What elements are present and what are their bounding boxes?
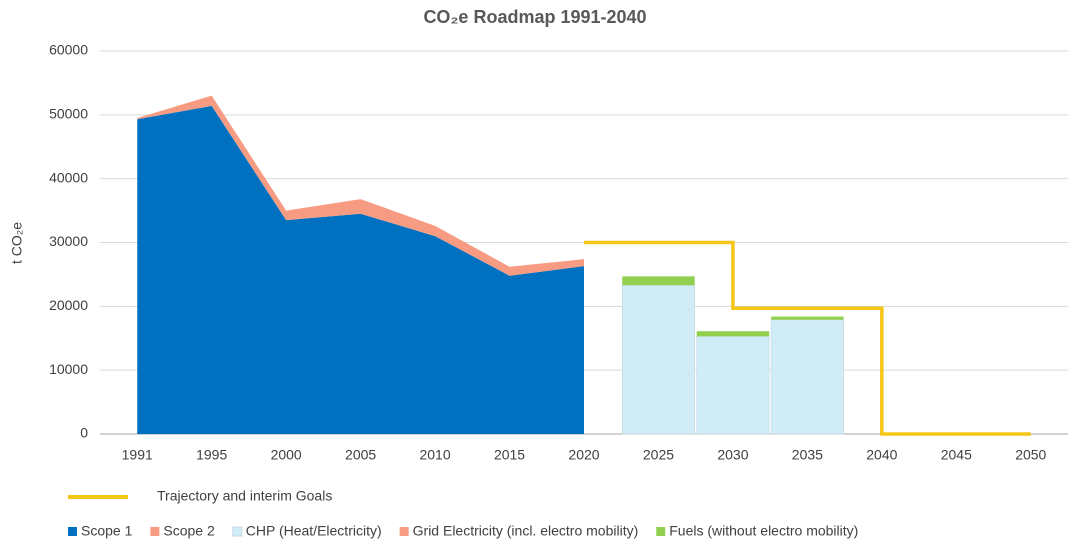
area (137, 105, 584, 434)
chart-title: CO₂e Roadmap 1991-2040 (423, 7, 646, 27)
y-tick-label: 10000 (49, 361, 88, 377)
x-tick-label: 2050 (1015, 447, 1046, 463)
legend-swatch (656, 527, 666, 536)
x-tick-label: 2045 (941, 447, 972, 463)
x-tick-label: 2010 (419, 447, 450, 463)
legend-swatch (399, 527, 409, 536)
x-tick-label: 2000 (271, 447, 302, 463)
x-tick-label: 2025 (643, 447, 674, 463)
legend-label: Scope 1 (81, 523, 133, 539)
legend-label: Grid Electricity (incl. electro mobility… (413, 523, 639, 539)
y-axis-label: t CO₂e (9, 222, 25, 264)
bar-segment (696, 335, 770, 435)
x-tick-label: 2035 (792, 447, 823, 463)
y-tick-label: 40000 (49, 169, 88, 185)
y-tick-label: 20000 (49, 297, 88, 313)
legend-swatch (68, 527, 77, 536)
trajectory-line (584, 240, 1031, 436)
bar-segment (771, 316, 844, 320)
y-tick-label: 30000 (49, 233, 88, 249)
x-tick-label: 1995 (196, 447, 227, 463)
bar-segment (622, 276, 695, 286)
y-tick-label: 0 (80, 425, 88, 441)
x-tick-label: 2040 (866, 447, 897, 463)
x-tick-label: 2030 (717, 447, 748, 463)
legend-label: Fuels (without electro mobility) (669, 523, 858, 539)
x-tick-label: 1991 (122, 447, 153, 463)
legend-label: CHP (Heat/Electricity) (246, 523, 382, 539)
legend-swatch (150, 527, 160, 536)
legend-swatch (232, 526, 243, 537)
legend-label: Scope 2 (163, 523, 215, 539)
x-tick-label: 2020 (568, 447, 599, 463)
bar-segment (696, 331, 770, 337)
y-tick-label: 50000 (49, 106, 88, 122)
y-tick-label: 60000 (49, 42, 88, 58)
bar-segment (621, 284, 696, 435)
bar-segment (770, 319, 844, 435)
legend-label: Trajectory and interim Goals (157, 488, 332, 504)
x-tick-label: 2015 (494, 447, 525, 463)
x-tick-label: 2005 (345, 447, 376, 463)
